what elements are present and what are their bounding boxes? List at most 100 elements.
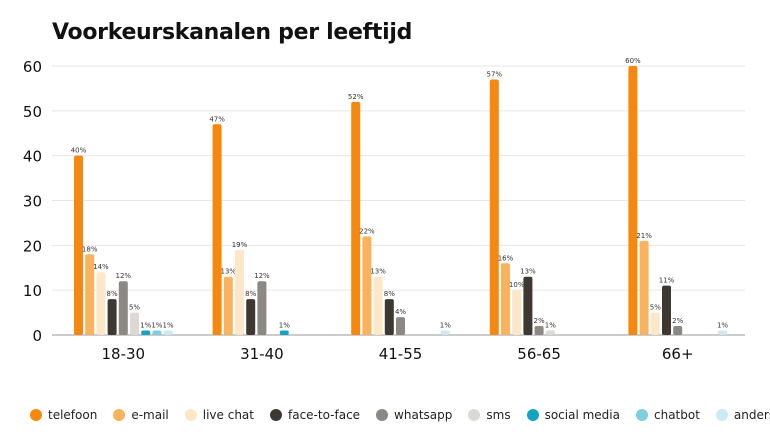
bar-telefoon-18-30 bbox=[74, 155, 83, 335]
data-label: 5% bbox=[650, 304, 661, 312]
data-label: 2% bbox=[534, 317, 545, 325]
data-label: 1% bbox=[279, 322, 290, 330]
data-label: 13% bbox=[221, 268, 237, 276]
data-label: 19% bbox=[232, 241, 248, 249]
legend-label: e-mail bbox=[131, 408, 169, 422]
legend-label: social media bbox=[544, 408, 620, 422]
bar-chatbot-18-30 bbox=[152, 330, 162, 335]
data-label: 1% bbox=[163, 322, 174, 330]
bar-telefoon-56-65 bbox=[489, 79, 499, 335]
bar-e-mail-41-55 bbox=[362, 236, 372, 335]
bar-social-media-31-40 bbox=[279, 330, 289, 335]
data-label: 4% bbox=[395, 308, 406, 316]
bar-e-mail-31-40 bbox=[223, 276, 233, 335]
legend-label: chatbot bbox=[653, 408, 700, 422]
legend-label: anders bbox=[733, 408, 770, 422]
legend-item-face-to-face: face-to-face bbox=[270, 408, 360, 422]
bar-telefoon-41-55 bbox=[351, 101, 361, 335]
bar-anders-66+ bbox=[718, 330, 727, 335]
data-label: 21% bbox=[636, 232, 652, 240]
bar-face-to-face-31-40 bbox=[246, 299, 256, 335]
x-tick-label: 41-55 bbox=[379, 345, 423, 363]
bar-whatsapp-31-40 bbox=[257, 281, 267, 335]
data-label: 2% bbox=[672, 317, 683, 325]
legend-swatch bbox=[270, 409, 282, 421]
legend-item-sms: sms bbox=[468, 408, 511, 422]
legend-label: telefoon bbox=[48, 408, 98, 422]
chart-title: Voorkeurskanalen per leeftijd bbox=[52, 20, 413, 45]
bar-live-chat-31-40 bbox=[235, 249, 244, 335]
y-tick-label: 60 bbox=[23, 58, 42, 76]
data-label: 16% bbox=[498, 254, 514, 262]
legend-label: face-to-face bbox=[288, 408, 361, 422]
data-label: 47% bbox=[209, 115, 225, 123]
data-label: 60% bbox=[625, 57, 641, 65]
legend-item-telefoon: telefoon bbox=[30, 408, 97, 422]
legend-label: sms bbox=[486, 408, 511, 422]
bar-face-to-face-41-55 bbox=[384, 299, 394, 335]
bar-live-chat-56-65 bbox=[512, 290, 522, 335]
y-tick-label: 10 bbox=[23, 282, 42, 300]
bars: 40%18%14%8%12%5%1% 1% 1%47%13%19%8%12%1%52… bbox=[71, 57, 728, 336]
legend-label: whatsapp bbox=[394, 408, 453, 422]
bar-face-to-face-56-65 bbox=[523, 276, 533, 335]
legend-swatch bbox=[376, 409, 389, 421]
legend-item-anders: anders bbox=[715, 408, 770, 422]
legend-item-social-media: social media bbox=[526, 408, 620, 422]
bar-telefoon-31-40 bbox=[212, 124, 222, 336]
bar-sms-56-65 bbox=[545, 330, 555, 335]
legend-label: live chat bbox=[202, 408, 254, 422]
data-label: 13% bbox=[370, 268, 386, 276]
legend-swatch bbox=[526, 409, 539, 421]
legend-item-chatbot: chatbot bbox=[635, 408, 700, 422]
bar-face-to-face-66+ bbox=[662, 285, 671, 335]
data-label: 12% bbox=[254, 272, 270, 280]
legend-swatch bbox=[30, 409, 42, 421]
data-label: 18% bbox=[82, 245, 98, 253]
x-tick-label: 18-30 bbox=[102, 345, 146, 363]
data-label: 12% bbox=[116, 272, 132, 280]
data-label: 8% bbox=[245, 290, 256, 298]
x-tick-label: 31-40 bbox=[240, 345, 284, 363]
y-tick-label: 40 bbox=[23, 148, 42, 166]
data-label: 1% bbox=[151, 322, 162, 330]
legend-item-live-chat: live chat bbox=[184, 408, 254, 422]
legend: telefoon e-mail live chat face-to-face whats… bbox=[30, 408, 770, 422]
legend-swatch bbox=[715, 409, 728, 421]
data-label: 8% bbox=[107, 290, 118, 298]
bar-live-chat-66+ bbox=[650, 312, 660, 335]
data-label: 5% bbox=[129, 304, 140, 312]
bar-whatsapp-66+ bbox=[673, 326, 683, 335]
data-label: 1% bbox=[140, 322, 151, 330]
bar-social-media-18-30 bbox=[141, 330, 151, 335]
bar-live-chat-18-30 bbox=[96, 272, 106, 335]
bar-live-chat-41-55 bbox=[373, 276, 383, 335]
data-label: 22% bbox=[359, 227, 375, 235]
legend-item-e-mail: e-mail bbox=[113, 408, 169, 422]
bar-face-to-face-18-30 bbox=[107, 299, 117, 335]
data-label: 13% bbox=[520, 268, 536, 276]
bar-anders-18-30 bbox=[163, 330, 173, 335]
bar-whatsapp-41-55 bbox=[396, 317, 405, 335]
bar-telefoon-66+ bbox=[628, 66, 638, 335]
data-label: 40% bbox=[71, 147, 87, 155]
y-tick-label: 20 bbox=[23, 237, 42, 255]
data-label: 52% bbox=[348, 93, 364, 101]
data-label: 14% bbox=[93, 263, 109, 271]
data-label: 11% bbox=[659, 277, 675, 285]
y-tick-label: 30 bbox=[23, 193, 42, 211]
bar-e-mail-66+ bbox=[639, 240, 649, 335]
bar-e-mail-18-30 bbox=[85, 254, 95, 335]
data-label: 57% bbox=[487, 70, 503, 78]
legend-swatch bbox=[468, 409, 481, 421]
y-tick-label: 0 bbox=[32, 327, 42, 345]
x-tick-label: 66+ bbox=[662, 345, 694, 363]
bar-whatsapp-56-65 bbox=[534, 326, 544, 335]
data-label: 1% bbox=[717, 322, 728, 330]
data-label: 8% bbox=[384, 290, 395, 298]
data-label: 1% bbox=[440, 322, 451, 330]
data-label: 1% bbox=[545, 322, 556, 330]
y-tick-label: 50 bbox=[23, 103, 42, 121]
bar-whatsapp-18-30 bbox=[118, 281, 128, 335]
